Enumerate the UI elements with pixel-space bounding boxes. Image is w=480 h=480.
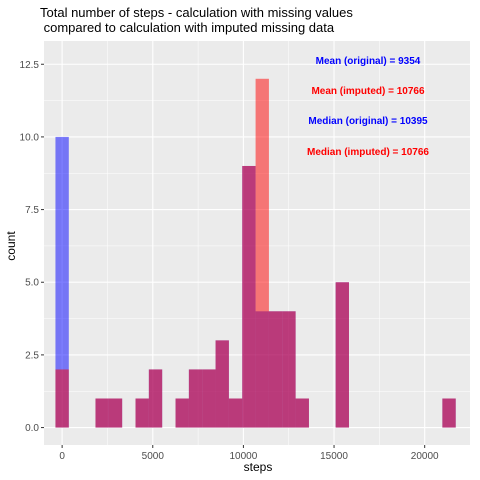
bar-imputed-3	[95, 398, 109, 428]
chart-title-line-2: compared to calculation with imputed mis…	[40, 20, 335, 35]
bar-imputed-14	[242, 165, 256, 428]
x-tick-label: 5000	[142, 451, 165, 462]
bar-imputed-11	[202, 369, 216, 428]
y-tick-label: 2.5	[25, 350, 39, 361]
y-tick-label: 10.0	[20, 132, 40, 143]
annotation-0: Mean (original) = 9354	[316, 56, 421, 67]
annotations: Mean (original) = 9354 Mean (imputed) = 1…	[307, 56, 429, 158]
annotation-1: Mean (imputed) = 10766	[311, 86, 425, 97]
bar-imputed-18	[295, 398, 309, 428]
y-tick-label: 12.5	[20, 60, 40, 71]
y-tick-label: 7.5	[25, 205, 39, 216]
chart-title-line-1: Total number of steps - calculation with…	[40, 5, 353, 20]
bar-imputed-21	[335, 282, 349, 428]
bar-imputed-10	[188, 369, 203, 428]
x-tick-label: 15000	[320, 451, 348, 462]
x-tick-label: 0	[59, 451, 65, 462]
bar-imputed-0	[55, 369, 69, 428]
bar-imputed-6	[135, 398, 149, 428]
y-axis-label: count	[4, 231, 18, 261]
y-tick-label: 0.0	[25, 423, 39, 434]
bar-imputed-7	[148, 369, 163, 428]
histogram-bars	[55, 78, 456, 428]
x-axis-label: steps	[244, 460, 273, 474]
x-tick-label: 10000	[229, 451, 257, 462]
bar-imputed-13	[228, 398, 243, 428]
axes: 0 5000 10000 15000 20000 0.0 2.5 5.0 7.5 10.0 12.5	[20, 60, 439, 462]
annotation-3: Median (imputed) = 10766	[307, 147, 429, 158]
bar-imputed-29	[442, 398, 456, 428]
y-tick-label: 5.0	[25, 278, 39, 289]
bar-imputed-16	[268, 311, 283, 428]
bar-original-0	[55, 136, 69, 428]
bar-imputed-12	[215, 340, 229, 428]
bar-imputed-9	[175, 398, 189, 428]
bar-imputed-15	[255, 78, 269, 428]
bar-imputed-17	[282, 311, 296, 428]
x-tick-label: 20000	[411, 451, 439, 462]
bar-imputed-4	[108, 398, 123, 428]
annotation-2: Median (original) = 10395	[308, 116, 428, 127]
